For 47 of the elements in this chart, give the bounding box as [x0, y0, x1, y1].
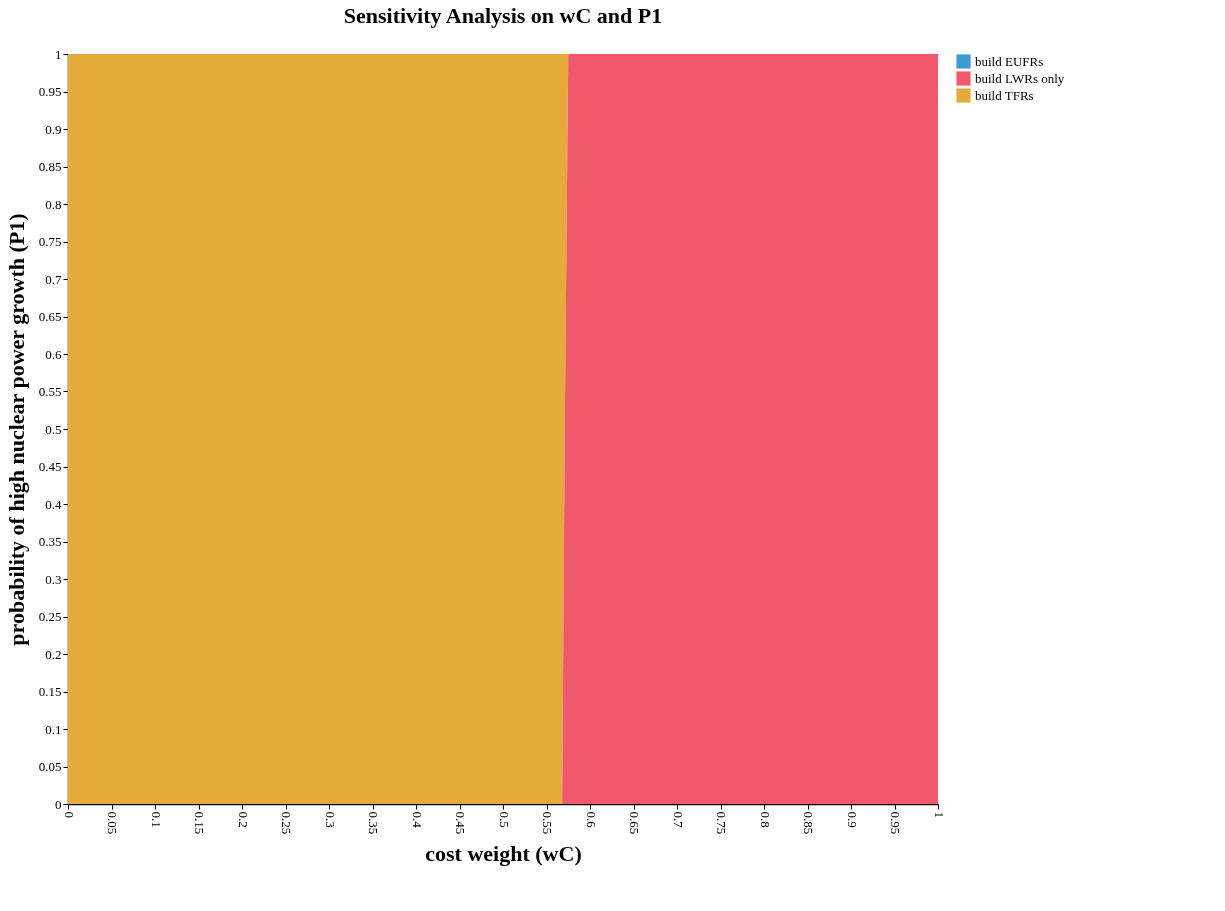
x-tick-label: 0.7: [670, 811, 686, 829]
x-tick-label: 0.95: [888, 811, 903, 835]
x-tick-label: 0.65: [627, 811, 642, 835]
x-tick-label: 0.25: [279, 811, 294, 835]
y-tick-label: 0.1: [45, 721, 62, 737]
y-tick-label: 0.25: [38, 609, 62, 624]
x-tick-label: 0.75: [714, 811, 729, 835]
y-tick-label: 0.15: [38, 684, 62, 699]
x-tick-label: 0.4: [409, 811, 425, 829]
x-tick-label: 0: [61, 811, 77, 818]
x-tick-label: 0.3: [322, 811, 338, 828]
x-tick-label: 0.35: [366, 811, 381, 835]
y-tick-label: 0.4: [45, 496, 62, 512]
y-tick-label: 0.5: [45, 421, 62, 437]
y-tick-label: 0.45: [38, 459, 62, 474]
y-tick-label: 0.95: [38, 84, 62, 99]
y-tick-label: 0.35: [38, 534, 62, 549]
x-tick-label: 0.6: [583, 811, 599, 829]
y-tick-label: 0.6: [45, 346, 62, 362]
y-tick-label: 1: [55, 46, 62, 62]
y-tick-label: 0.8: [45, 196, 62, 212]
y-tick-label: 0.7: [45, 271, 62, 287]
x-tick-label: 0.15: [192, 811, 207, 835]
x-tick-label: 0.8: [757, 811, 773, 828]
y-tick-label: 0.65: [38, 309, 62, 324]
x-tick-label: 0.1: [148, 811, 164, 828]
legend-label: build TFRs: [975, 87, 1034, 103]
legend-label: build EUFRs: [975, 53, 1044, 69]
y-tick-label: 0.3: [45, 571, 62, 587]
x-tick-label: 0.85: [801, 811, 816, 835]
y-tick-label: 0.85: [38, 159, 62, 174]
x-tick-label: 0.05: [105, 811, 120, 835]
y-tick-label: 0.9: [45, 121, 62, 137]
chart-title: Sensitivity Analysis on wC and P1: [343, 3, 663, 28]
x-tick-label: 0.45: [453, 811, 468, 835]
y-tick-label: 0.55: [38, 384, 62, 399]
y-tick-label: 0.75: [38, 234, 62, 249]
y-tick-label: 0.05: [38, 759, 62, 774]
x-axis-title: cost weight (wC): [425, 841, 582, 867]
legend-label: build LWRs only: [975, 70, 1065, 86]
x-tick-label: 0.5: [496, 811, 512, 828]
x-tick-label: 1: [931, 811, 947, 818]
y-tick-label: 0.2: [45, 646, 62, 662]
y-axis-title: probability of high nuclear power growth (P1): [3, 213, 29, 646]
x-tick-label: 0.2: [235, 811, 251, 828]
x-tick-label: 0.9: [844, 811, 860, 828]
x-tick-label: 0.55: [540, 811, 555, 835]
